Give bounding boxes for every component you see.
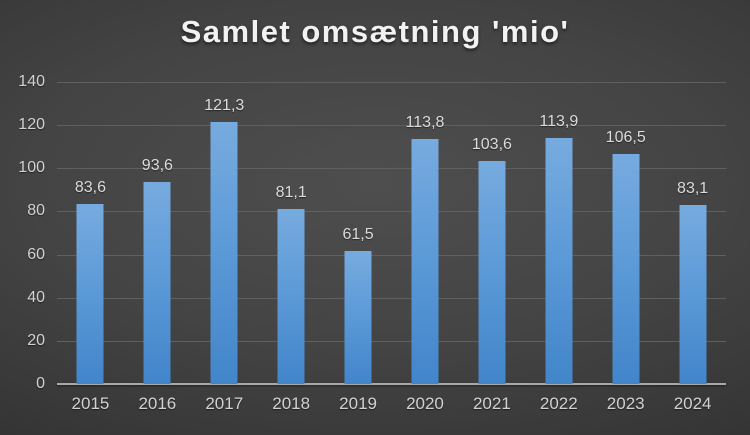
y-tick-label: 40 [27,288,45,306]
bar-slot: 106,5 2023 [592,82,659,413]
bar-slot: 81,1 2018 [258,82,325,413]
bar-slot: 113,9 2022 [525,82,592,413]
bar [679,204,707,384]
gridline [57,340,726,342]
gridline [57,297,726,299]
bar [612,154,640,384]
bar-value-label: 83,1 [677,179,709,197]
category-label: 2020 [406,394,444,413]
y-tick-label: 120 [18,116,45,134]
bar-slot: 83,6 2015 [57,82,124,413]
category-label: 2019 [339,394,377,413]
bar [277,209,305,384]
gridline [57,168,726,170]
bar-value-label: 121,3 [204,97,245,115]
category-label: 2016 [138,394,177,413]
category-label: 2018 [272,394,311,413]
bar-value-label: 83,6 [74,178,107,196]
bar [143,182,171,384]
y-tick-label: 100 [18,159,45,177]
category-label: 2015 [71,394,110,413]
bar [76,203,104,384]
bar-slot: 93,6 2016 [124,82,191,413]
category-label: 2024 [673,394,712,413]
bar-slot: 83,1 2024 [659,82,726,413]
bar [478,160,506,384]
bar [210,122,238,384]
y-tick-label: 60 [27,245,45,263]
gridline [57,211,726,213]
bar-slot: 121,3 2017 [191,82,258,413]
bar-slot: 113,8 2020 [392,82,459,413]
bar-value-label: 81,1 [275,184,307,202]
x-axis-line [57,383,726,385]
bar-slot: 61,5 2019 [325,82,392,413]
category-label: 2021 [472,394,511,413]
bar [545,138,573,384]
bar-slot: 103,6 2021 [458,82,525,413]
bar-value-label: 93,6 [141,157,173,175]
bar [344,251,372,384]
bar-value-label: 106,5 [605,129,646,147]
gridline [57,82,726,83]
y-tick-label: 140 [18,73,45,90]
bar-value-label: 113,9 [539,113,579,131]
y-tick-label: 80 [27,202,45,220]
category-label: 2017 [205,394,244,413]
y-tick-label: 20 [27,331,45,349]
y-tick-label: 0 [36,375,45,392]
chart-title: Samlet omsætning 'mio' [180,14,570,49]
category-label: 2023 [606,394,645,413]
category-label: 2022 [539,394,578,413]
bar-value-label: 103,6 [471,135,512,153]
gridline [57,125,726,127]
bar [411,138,439,384]
bar-value-label: 61,5 [342,226,374,244]
plot-area: 83,6 2015 93,6 2016 121,3 2017 81,1 2018 61,5 201… [57,82,726,413]
bar-series: 83,6 2015 93,6 2016 121,3 2017 81,1 2018 61,5 201… [57,82,726,413]
gridline [57,254,726,256]
bar-value-label: 113,8 [405,113,445,131]
